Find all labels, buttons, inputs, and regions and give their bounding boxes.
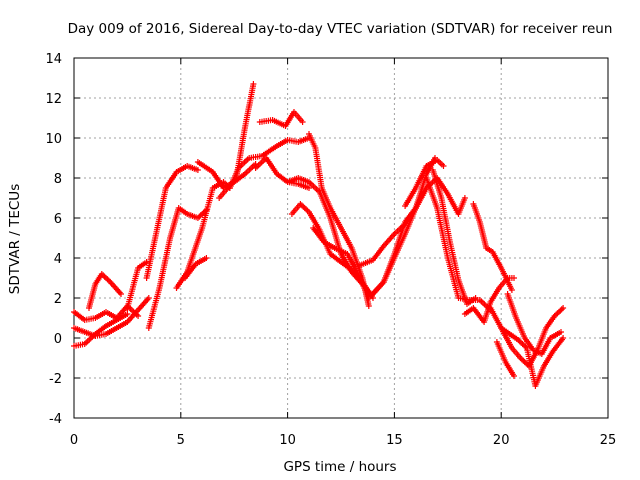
data-series-arc-6 — [143, 163, 201, 281]
data-series-arc-14 — [256, 109, 306, 129]
data-series-arc-23 — [423, 175, 494, 313]
data-point-markers — [143, 163, 201, 281]
data-point-markers — [256, 109, 306, 129]
data-point-markers — [461, 275, 517, 325]
data-point-markers — [493, 339, 517, 379]
data-point-markers — [423, 175, 494, 313]
chart-title: Day 009 of 2016, Sidereal Day-to-day VTE… — [68, 21, 613, 37]
y-tick-label: -2 — [49, 372, 62, 387]
x-tick-label: 25 — [600, 433, 617, 448]
y-tick-label: -4 — [49, 412, 62, 427]
y-tick-label: 0 — [54, 332, 62, 347]
data-point-markers — [252, 155, 312, 191]
data-point-markers — [145, 205, 210, 331]
data-series-arc-3 — [71, 295, 152, 339]
data-series-arc-4 — [86, 271, 124, 311]
data-points — [71, 81, 567, 389]
data-point-markers — [71, 295, 152, 339]
y-tick-label: 4 — [54, 252, 62, 267]
data-series-arc-25 — [461, 275, 517, 325]
data-series-arc-12 — [226, 135, 312, 191]
data-series-arc-9 — [182, 255, 210, 281]
data-series-arc-7 — [145, 205, 210, 331]
y-tick-label: 6 — [54, 212, 62, 227]
data-point-markers — [504, 291, 564, 357]
y-tick-label: 12 — [45, 92, 62, 107]
x-tick-label: 5 — [177, 433, 185, 448]
data-series-arc-29 — [493, 339, 517, 379]
y-tick-label: 2 — [54, 292, 62, 307]
y-tick-label: 8 — [54, 172, 62, 187]
axis-ticks: 0 5 10 15 20 25 -4 -2 0 2 4 6 8 10 12 14 — [45, 52, 616, 448]
data-series-arc-27 — [498, 325, 567, 389]
x-tick-label: 20 — [493, 433, 510, 448]
y-tick-label: 10 — [45, 132, 62, 147]
y-axis-label: SDTVAR / TECUs — [7, 184, 23, 294]
data-point-markers — [182, 255, 210, 281]
data-point-markers — [124, 259, 150, 311]
x-tick-label: 0 — [70, 433, 78, 448]
data-point-markers — [86, 271, 124, 311]
data-series-arc-13 — [252, 155, 312, 191]
data-series-arc-5 — [124, 259, 150, 311]
data-series-arc-21 — [402, 157, 447, 209]
data-point-markers — [226, 135, 312, 191]
x-tick-label: 15 — [386, 433, 403, 448]
y-tick-label: 14 — [45, 52, 62, 67]
data-point-markers — [402, 157, 447, 209]
data-series-arc-20 — [370, 175, 468, 297]
plot-frame — [73, 57, 609, 419]
x-tick-label: 10 — [279, 433, 296, 448]
data-point-markers — [498, 325, 567, 389]
x-axis-label: GPS time / hours — [283, 459, 396, 475]
data-series-arc-28 — [504, 291, 564, 357]
data-point-markers — [370, 175, 468, 297]
